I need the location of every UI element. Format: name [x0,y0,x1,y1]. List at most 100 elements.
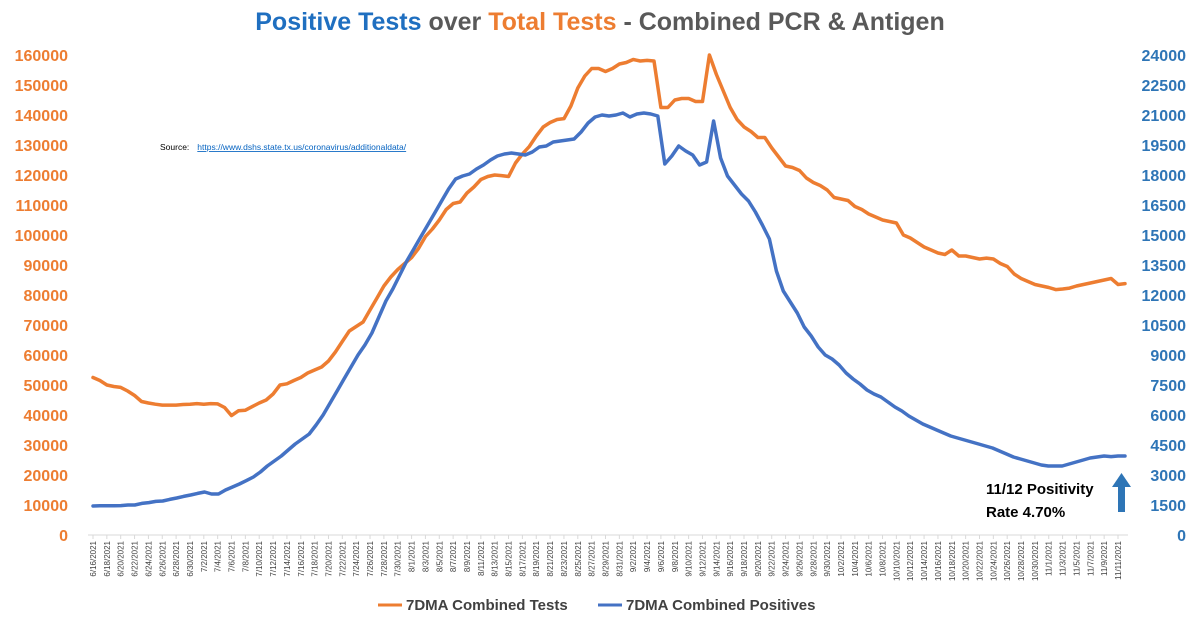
y-right-tick-label: 22500 [1142,78,1187,95]
x-tick-label: 7/4/2021 [214,540,223,572]
x-tick-label: 7/26/2021 [366,540,375,576]
x-tick-label: 10/10/2021 [892,540,901,581]
x-tick-label: 9/4/2021 [643,540,652,572]
y-right-tick-label: 4500 [1150,438,1186,455]
x-tick-label: 10/6/2021 [865,540,874,576]
y-right-tick-label: 0 [1177,528,1186,545]
x-tick-label: 11/3/2021 [1059,540,1068,576]
x-tick-label: 10/12/2021 [906,540,915,581]
x-tick-label: 9/24/2021 [782,540,791,576]
x-tick-label: 9/22/2021 [768,540,777,576]
x-tick-label: 7/22/2021 [338,540,347,576]
title-combined: - Combined PCR & Antigen [617,8,945,36]
y-right-tick-label: 24000 [1142,48,1187,65]
x-tick-label: 6/20/2021 [117,540,126,576]
right-y-axis: 0 1500 3000 4500 6000 7500 9000 10500 12000 13500… [1142,48,1187,545]
up-arrow-shaft [1118,486,1125,512]
x-tick-label: 8/23/2021 [560,540,569,576]
y-left-tick-label: 90000 [24,258,69,275]
y-left-tick-label: 160000 [15,48,68,65]
y-right-tick-label: 6000 [1150,408,1186,425]
y-left-tick-label: 30000 [24,438,69,455]
x-tick-label: 6/16/2021 [89,540,98,576]
legend: 7DMA Combined Tests 7DMA Combined Positi… [378,597,815,614]
x-tick-label: 7/30/2021 [394,540,403,576]
y-left-tick-label: 50000 [24,378,69,395]
x-tick-label: 6/26/2021 [158,540,167,576]
x-tick-label: 11/5/2021 [1072,540,1081,576]
x-tick-label: 8/19/2021 [532,540,541,576]
x-tick-label: 9/30/2021 [823,540,832,576]
y-left-tick-label: 70000 [24,318,69,335]
x-tick-label: 7/8/2021 [241,540,250,572]
y-right-tick-label: 9000 [1150,348,1186,365]
y-left-tick-label: 120000 [15,168,68,185]
x-tick-label: 10/24/2021 [989,540,998,581]
source-label: Source: [160,142,189,152]
x-tick-label: 9/6/2021 [657,540,666,572]
x-tick-label: 10/4/2021 [851,540,860,576]
series-line-positives [91,111,1127,508]
y-left-tick-label: 40000 [24,408,69,425]
source-note: Source: https://www.dshs.state.tx.us/coro… [160,142,407,152]
x-tick-label: 11/1/2021 [1045,540,1054,576]
x-tick-label: 9/28/2021 [809,540,818,576]
y-left-tick-label: 60000 [24,348,69,365]
x-tick-label: 6/22/2021 [131,540,140,576]
x-tick-label: 7/20/2021 [324,540,333,576]
up-arrow-icon [1112,473,1131,512]
x-tick-label: 8/3/2021 [421,540,430,572]
title-over: over [422,8,489,36]
y-right-tick-label: 18000 [1142,168,1187,185]
y-left-tick-label: 80000 [24,288,69,305]
x-tick-label: 10/30/2021 [1031,540,1040,581]
y-left-tick-label: 20000 [24,468,69,485]
x-tick-label: 9/16/2021 [726,540,735,576]
legend-label-tests: 7DMA Combined Tests [406,597,568,614]
x-tick-label: 8/5/2021 [435,540,444,572]
y-right-tick-label: 19500 [1142,138,1187,155]
y-right-tick-label: 3000 [1150,468,1186,485]
x-tick-label: 10/18/2021 [948,540,957,581]
x-tick-label: 8/29/2021 [602,540,611,576]
x-tick-label: 7/16/2021 [297,540,306,576]
x-tick-label: 9/14/2021 [712,540,721,576]
x-tick-label: 9/10/2021 [685,540,694,576]
title-total-tests: Total Tests [488,8,616,36]
y-left-tick-label: 10000 [24,498,69,515]
x-tick-label: 6/24/2021 [144,540,153,576]
x-tick-label: 10/16/2021 [934,540,943,581]
x-tick-label: 10/26/2021 [1003,540,1012,581]
x-tick-label: 6/30/2021 [186,540,195,576]
x-tick-label: 9/26/2021 [795,540,804,576]
y-right-tick-label: 15000 [1142,228,1187,245]
x-tick-label: 11/7/2021 [1086,540,1095,576]
y-right-tick-label: 10500 [1142,318,1187,335]
x-tick-label: 6/18/2021 [103,540,112,576]
x-tick-label: 10/8/2021 [879,540,888,576]
y-right-tick-label: 12000 [1142,288,1187,305]
x-tick-label: 8/13/2021 [491,540,500,576]
x-tick-label: 8/7/2021 [449,540,458,572]
x-tick-label: 10/20/2021 [962,540,971,581]
y-right-tick-label: 1500 [1150,498,1186,515]
x-tick-label: 8/1/2021 [408,540,417,572]
y-right-tick-label: 21000 [1142,108,1187,125]
title-positive-tests: Positive Tests [255,8,421,36]
y-left-tick-label: 110000 [15,198,68,215]
x-tick-label: 8/27/2021 [588,540,597,576]
x-tick-label: 8/31/2021 [615,540,624,576]
x-tick-label: 10/22/2021 [975,540,984,581]
x-tick-label: 10/14/2021 [920,540,929,581]
x-axis: 6/16/2021 6/18/2021 6/20/2021 6/22/2021 6/24… [89,535,1123,581]
x-tick-label: 7/24/2021 [352,540,361,576]
x-tick-label: 8/15/2021 [505,540,514,576]
y-left-tick-label: 130000 [15,138,68,155]
x-tick-label: 8/17/2021 [518,540,527,576]
x-tick-label: 8/21/2021 [546,540,555,576]
source-link[interactable]: https://www.dshs.state.tx.us/coronavirus… [197,142,406,152]
x-tick-label: 7/14/2021 [283,540,292,576]
series-layer [91,53,1127,508]
x-tick-label: 7/10/2021 [255,540,264,576]
x-tick-label: 9/18/2021 [740,540,749,576]
